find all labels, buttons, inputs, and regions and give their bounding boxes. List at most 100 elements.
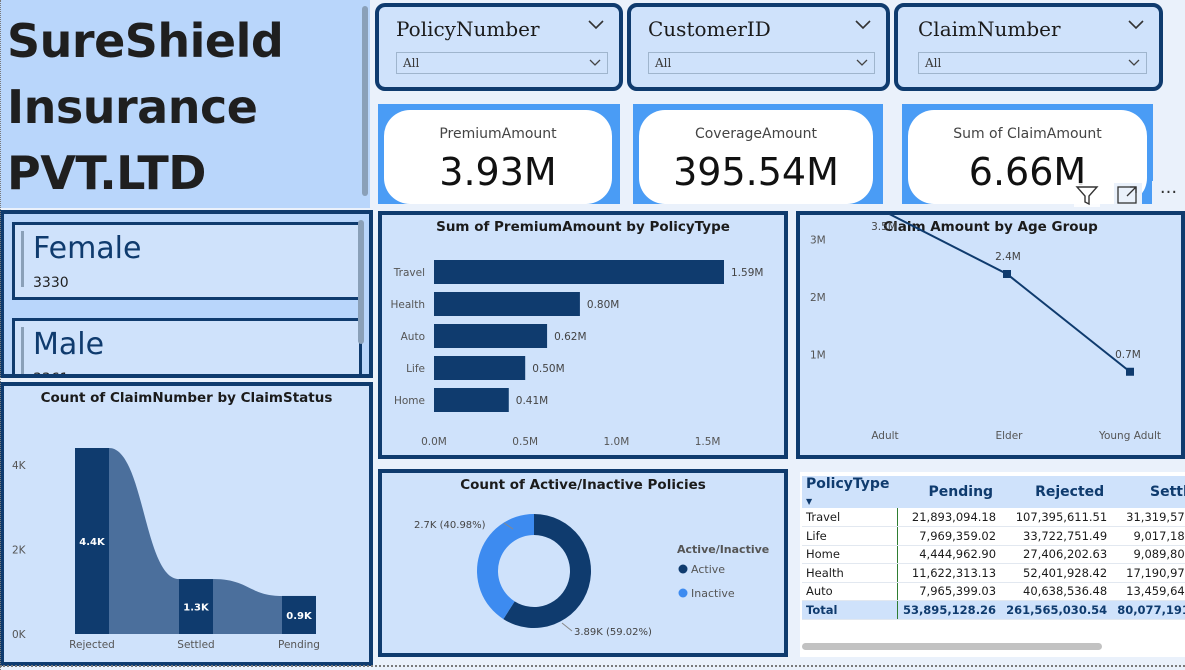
x-tick-label: Settled — [177, 639, 214, 651]
slice-active — [503, 514, 591, 628]
title-scrollbar[interactable] — [362, 6, 368, 196]
column-header-pending[interactable]: Pending — [897, 476, 1002, 508]
table-cell: 17,190,979.98 — [1112, 563, 1185, 583]
card-accent-bar — [21, 327, 24, 374]
chart-title: Count of ClaimNumber by ClaimStatus — [40, 390, 333, 406]
table-row[interactable]: Health 11,622,313.13 52,401,928.42 17,190,9… — [802, 563, 1185, 583]
category-label: Health — [391, 299, 425, 311]
policy-number-slicer[interactable]: PolicyNumber All — [375, 3, 623, 91]
legend-entry-inactive: Inactive — [691, 587, 735, 600]
kpi-value: 3.93M — [439, 150, 557, 194]
x-tick-label: 1.0M — [604, 436, 630, 448]
data-label: 3.5M — [871, 221, 897, 233]
table-cell: 21,893,094.18 — [897, 508, 1002, 527]
active-inactive-chart: 3.89K (59.02%) 2.7K (40.98%) Active/Inacti… — [414, 514, 769, 638]
gender-scrollbar[interactable] — [358, 220, 364, 344]
leader-line — [503, 522, 514, 530]
x-tick-label: Rejected — [69, 639, 115, 651]
leader-line — [561, 622, 573, 632]
ribbon-rejected-settled — [109, 448, 179, 634]
bar-rejected — [75, 448, 109, 634]
canvas-border — [0, 0, 1, 670]
claim-amount-card: Sum of ClaimAmount 6.66M — [902, 104, 1153, 204]
data-label: 4.4K — [79, 537, 106, 548]
kpi-label: CoverageAmount — [694, 126, 818, 142]
slice-label-active: 3.89K (59.02%) — [574, 627, 652, 638]
total-cell: 53,895,128.26 — [897, 600, 1002, 620]
x-tick-label: Young Adult — [1098, 430, 1161, 442]
policy-number-dropdown[interactable]: All — [396, 52, 608, 74]
active-inactive-panel: Count of Active/Inactive Policies 3.89K … — [378, 469, 788, 657]
claim-matrix-table-panel: PolicyType▼ Pending Rejected Settled Tra… — [800, 472, 1185, 657]
kpi-card-body: PremiumAmount 3.93M — [384, 110, 612, 204]
row-label: Travel — [802, 508, 898, 527]
bar-life — [434, 356, 526, 380]
table-row[interactable]: Auto7,965,399.0340,638,536.4813,459,642.… — [802, 582, 1185, 601]
data-label: 1.3K — [183, 603, 210, 614]
x-tick-label: Pending — [278, 639, 320, 651]
kpi-value: 395.54M — [673, 150, 839, 194]
premium-by-policytype-chart: Travel 1.59M Health 0.80M Auto 0.62M Life 0.50M… — [391, 260, 763, 448]
x-tick-label: Elder — [996, 430, 1024, 442]
company-title-line-1: SureShield — [7, 14, 284, 68]
row-label: Health — [802, 563, 898, 583]
category-label: Home — [394, 395, 425, 407]
table-cell: 9,017,188.64 — [1112, 526, 1185, 546]
claim-number-dropdown[interactable]: All — [918, 52, 1147, 74]
column-header-rejected[interactable]: Rejected — [1001, 476, 1113, 508]
chevron-down-icon[interactable] — [1127, 19, 1145, 31]
chevron-down-icon[interactable] — [587, 19, 605, 31]
slicer-title: ClaimNumber — [918, 17, 1061, 41]
data-label: 0.80M — [587, 299, 619, 311]
kpi-card-body: Sum of ClaimAmount 6.66M — [908, 110, 1147, 204]
table-cell: 33,722,751.49 — [1001, 526, 1113, 546]
chevron-down-icon — [1128, 59, 1140, 66]
table-row[interactable]: Home4,444,962.9027,406,202.639,089,808.2… — [802, 545, 1185, 564]
bar-pending — [282, 595, 316, 634]
kpi-card-body: CoverageAmount 395.54M — [639, 110, 873, 204]
legend-title: Active/Inactive — [677, 543, 769, 556]
column-header-settled[interactable]: Settled — [1112, 476, 1185, 508]
bar-auto — [434, 324, 548, 348]
company-title-line-3: PVT.LTD — [7, 146, 206, 200]
bar-health — [434, 292, 580, 316]
table-total-row: Total 53,895,128.26 261,565,030.54 80,077,1… — [802, 600, 1185, 620]
more-options-icon[interactable]: ··· — [1152, 181, 1185, 207]
coverage-amount-card: CoverageAmount 395.54M — [633, 104, 883, 204]
chevron-down-icon — [589, 59, 601, 66]
category-label: Travel — [393, 267, 425, 279]
dropdown-value: All — [655, 56, 672, 70]
table-row[interactable]: Travel 21,893,094.18 107,395,611.51 31,319,… — [802, 508, 1185, 527]
claim-by-age-group-panel: Claim Amount by Age Group 1M 2M 3M 3.5M 2.4M… — [796, 211, 1185, 459]
y-tick-label: 4K — [12, 460, 27, 472]
customer-id-dropdown[interactable]: All — [648, 52, 875, 74]
claim-number-slicer[interactable]: ClaimNumber All — [894, 3, 1163, 91]
focus-mode-icon[interactable] — [1114, 183, 1142, 207]
table-cell: 27,406,202.63 — [1001, 545, 1113, 564]
table-cell: 11,622,313.13 — [897, 563, 1002, 583]
gender-card-male[interactable]: Male 3361 — [12, 318, 362, 374]
claim-matrix-table[interactable]: PolicyType▼ Pending Rejected Settled Tra… — [802, 476, 1185, 620]
table-row[interactable]: Life7,969,359.0233,722,751.499,017,188.6… — [802, 526, 1185, 546]
title-panel: SureShield Insurance PVT.LTD — [0, 0, 370, 208]
gender-card-female[interactable]: Female 3330 — [12, 222, 362, 300]
category-label: Life — [406, 363, 425, 375]
legend-entry-active: Active — [691, 563, 725, 576]
column-header-policytype[interactable]: PolicyType ▼ — [802, 476, 898, 508]
ribbon-settled-pending — [213, 579, 282, 634]
chevron-down-icon[interactable] — [854, 19, 872, 31]
premium-by-policytype-panel: Sum of PremiumAmount by PolicyType Trave… — [378, 211, 788, 459]
dropdown-value: All — [925, 56, 942, 70]
chart-title: Sum of PremiumAmount by PolicyType — [436, 219, 730, 235]
category-label: Auto — [401, 331, 425, 343]
bar-settled — [179, 579, 213, 634]
table-cell: 9,089,808.24 — [1112, 545, 1185, 564]
filter-icon[interactable] — [1074, 183, 1100, 207]
total-label: Total — [802, 600, 898, 620]
customer-id-slicer[interactable]: CustomerID All — [627, 3, 890, 91]
x-tick-label: 1.5M — [695, 436, 721, 448]
data-label: 0.9K — [286, 611, 313, 622]
table-cell: 13,459,642.72 — [1112, 582, 1185, 601]
gender-cards-panel: Female 3330 Male 3361 — [0, 210, 373, 378]
horizontal-scrollbar[interactable] — [802, 643, 1102, 650]
